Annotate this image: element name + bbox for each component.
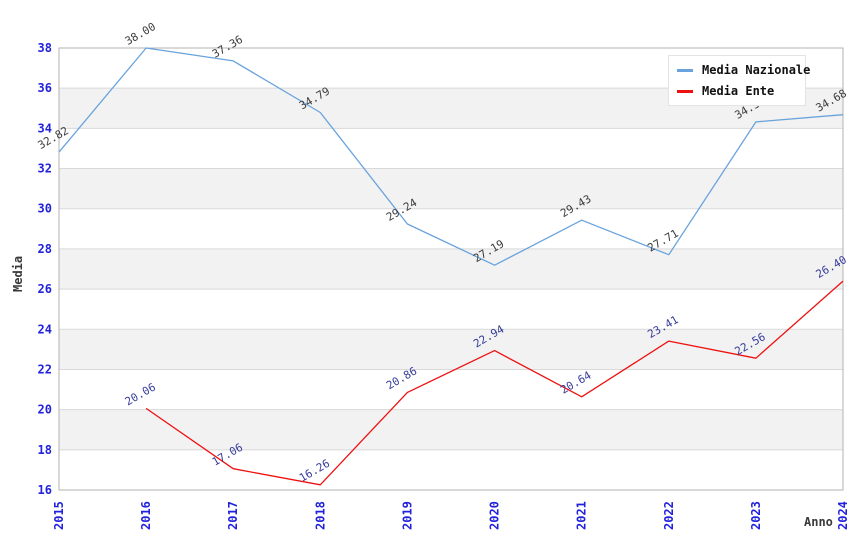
x-tick-label: 2018 xyxy=(313,501,327,530)
legend-marker-media-nazionale-icon xyxy=(677,68,693,72)
x-tick-label: 2016 xyxy=(139,501,153,530)
y-tick-label: 18 xyxy=(38,443,52,457)
x-axis-title: Anno xyxy=(804,515,833,529)
x-tick-label: 2023 xyxy=(749,501,763,530)
legend-item-media-ente: Media Ente xyxy=(677,84,797,98)
x-tick-label: 2017 xyxy=(226,501,240,530)
y-tick-label: 34 xyxy=(38,121,52,135)
legend-label-media-ente: Media Ente xyxy=(702,84,775,98)
y-tick-label: 30 xyxy=(38,202,52,216)
legend-label-media-nazionale: Media Nazionale xyxy=(702,63,811,77)
legend: Media Nazionale Media Ente xyxy=(668,55,810,106)
axis-titles: Media Anno xyxy=(11,256,833,529)
plot-bands xyxy=(59,88,843,450)
y-tick-labels: 16 18 20 22 24 26 28 30 32 34 36 38 xyxy=(38,41,52,497)
x-tick-label: 2020 xyxy=(488,501,502,530)
legend-item-media-nazionale: Media Nazionale xyxy=(677,63,810,77)
y-tick-label: 26 xyxy=(38,282,52,296)
series-media-nazionale xyxy=(58,47,844,266)
x-tick-labels: 2015 2016 2017 2018 2019 2020 2021 2022 2023 2024 xyxy=(52,501,850,530)
y-tick-label: 28 xyxy=(38,242,52,256)
series-line-media-nazionale xyxy=(58,47,844,266)
y-tick-label: 32 xyxy=(38,162,52,176)
series-media-ente xyxy=(145,280,844,486)
y-tick-label: 22 xyxy=(38,362,52,376)
y-tick-label: 38 xyxy=(38,41,52,55)
plot-border xyxy=(58,47,844,491)
x-tick-label: 2019 xyxy=(400,501,414,530)
y-tick-label: 20 xyxy=(38,403,52,417)
x-tick-label: 2021 xyxy=(575,501,589,530)
series-line-media-ente xyxy=(145,280,844,486)
y-tick-label: 24 xyxy=(38,322,52,336)
y-axis-title: Media xyxy=(11,256,25,292)
x-tick-label: 2015 xyxy=(52,501,66,530)
y-tick-label: 16 xyxy=(38,483,52,497)
y-tick-label: 36 xyxy=(38,81,52,95)
legend-marker-media-ente-icon xyxy=(677,89,693,93)
x-tick-label: 2022 xyxy=(662,501,676,530)
x-tick-label: 2024 xyxy=(836,501,850,530)
